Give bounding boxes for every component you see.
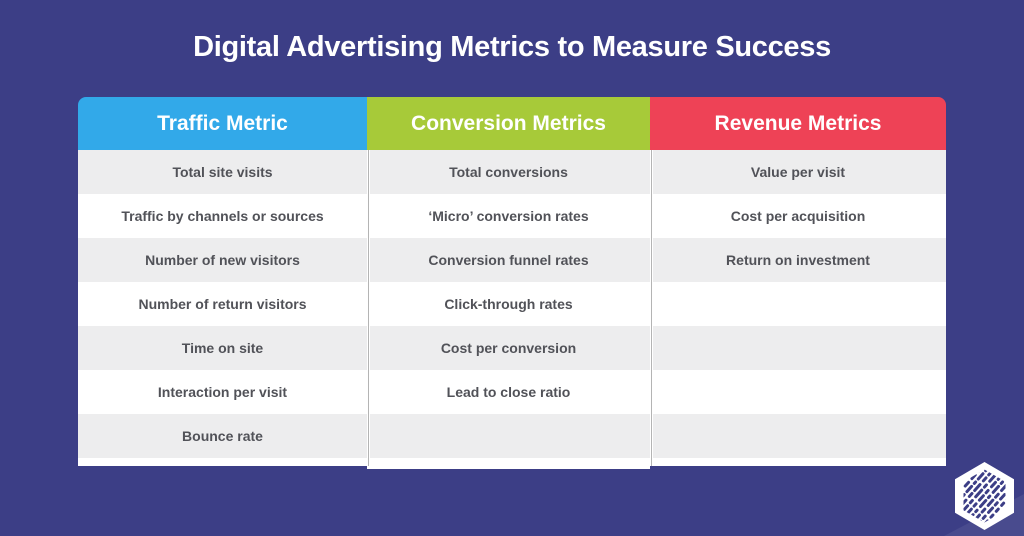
column-header-traffic: Traffic Metric — [78, 97, 367, 150]
table-cell: Conversion funnel rates — [367, 238, 650, 282]
table-cell — [650, 370, 946, 414]
column-divider — [650, 150, 653, 466]
table-column-conversion: Conversion Metrics Total conversions ‘Mic… — [367, 97, 650, 469]
table-cell: Time on site — [78, 326, 367, 370]
table-cell: Cost per conversion — [367, 326, 650, 370]
table-cell — [367, 414, 650, 458]
table-cell: Total conversions — [367, 150, 650, 194]
column-divider — [367, 150, 370, 466]
table-cell: Number of new visitors — [78, 238, 367, 282]
table-cell: ‘Micro’ conversion rates — [367, 194, 650, 238]
table-cell: Total site visits — [78, 150, 367, 194]
metrics-table: Traffic Metric Total site visits Traffic … — [78, 97, 946, 469]
hexagon-dashed-logo-icon — [955, 462, 1014, 530]
table-cell: Cost per acquisition — [650, 194, 946, 238]
table-cell: Value per visit — [650, 150, 946, 194]
table-footer-strip — [78, 458, 367, 466]
table-footer-strip — [367, 458, 650, 469]
table-cell: Number of return visitors — [78, 282, 367, 326]
column-header-conversion: Conversion Metrics — [367, 97, 650, 150]
table-cell — [650, 414, 946, 458]
table-cell: Click-through rates — [367, 282, 650, 326]
table-cell: Traffic by channels or sources — [78, 194, 367, 238]
table-column-traffic: Traffic Metric Total site visits Traffic … — [78, 97, 367, 469]
column-header-revenue: Revenue Metrics — [650, 97, 946, 150]
table-footer-strip — [650, 458, 946, 466]
table-cell — [650, 326, 946, 370]
table-cell: Lead to close ratio — [367, 370, 650, 414]
table-cell: Interaction per visit — [78, 370, 367, 414]
table-cell: Return on investment — [650, 238, 946, 282]
page-title: Digital Advertising Metrics to Measure S… — [193, 31, 831, 63]
table-cell: Bounce rate — [78, 414, 367, 458]
table-cell — [650, 282, 946, 326]
table-column-revenue: Revenue Metrics Value per visit Cost per … — [650, 97, 946, 469]
